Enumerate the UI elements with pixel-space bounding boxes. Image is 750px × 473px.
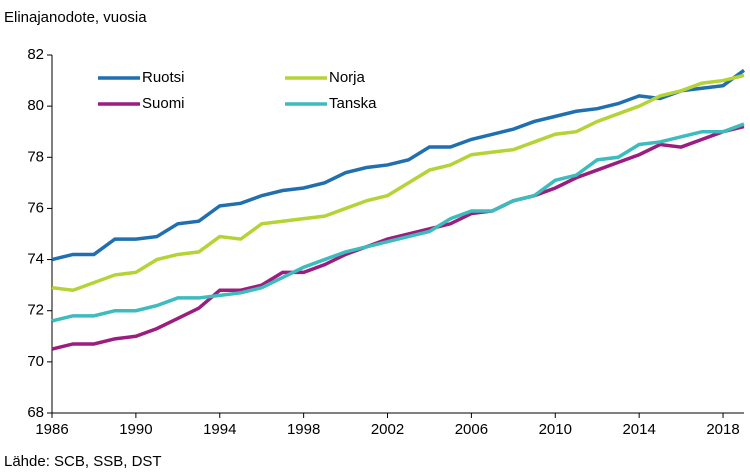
series-line	[51, 122, 745, 323]
y-tick-label: 70	[27, 353, 44, 370]
y-tick-label: 76	[27, 199, 44, 216]
series-line	[51, 68, 746, 262]
y-axis-label: Elinajanodote, vuosia	[4, 9, 147, 26]
x-tick-label: 1990	[119, 421, 152, 438]
y-tick-label: 72	[27, 302, 44, 319]
y-tick-label: 74	[27, 251, 44, 268]
legend-label: Ruotsi	[142, 69, 185, 86]
source: Lähde: SCB, SSB, DST	[4, 453, 162, 470]
y-tick-label: 80	[27, 97, 44, 114]
legend-label: Tanska	[329, 95, 377, 112]
x-tick-label: 2006	[455, 421, 488, 438]
series-line	[51, 73, 745, 293]
y-tick-label: 68	[27, 404, 44, 421]
series-line	[51, 124, 745, 351]
y-tick-label: 78	[27, 148, 44, 165]
legend-label: Norja	[329, 69, 366, 86]
y-tick-label: 82	[27, 46, 44, 63]
x-tick-label: 1994	[203, 421, 236, 438]
x-tick-label: 1998	[287, 421, 320, 438]
x-tick-label: 2018	[706, 421, 739, 438]
x-tick-label: 2014	[622, 421, 655, 438]
x-tick-label: 2002	[371, 421, 404, 438]
x-tick-label: 1986	[35, 421, 68, 438]
legend-label: Suomi	[142, 95, 185, 112]
x-tick-label: 2010	[539, 421, 572, 438]
